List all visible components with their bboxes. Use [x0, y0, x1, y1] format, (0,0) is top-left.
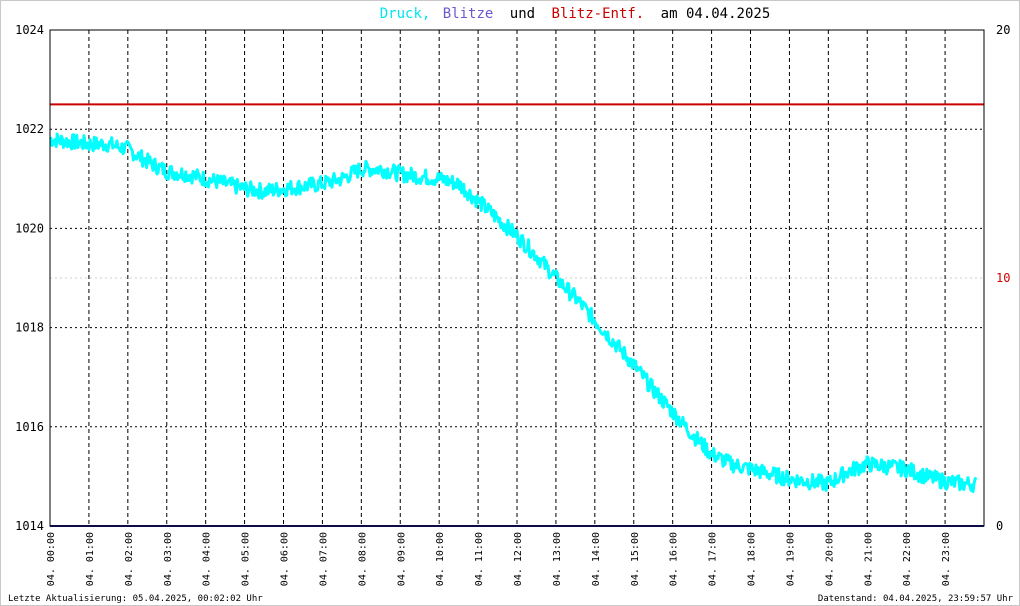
x-tick-label: 04. 12:00 — [513, 532, 524, 586]
y-left-tick-label: 1020 — [15, 221, 44, 235]
title-druck: Druck, — [380, 6, 431, 22]
x-axis: 04. 00:00 04. 01:00 04. 02:00 04. 03:00 04. … — [46, 532, 952, 586]
y-left-tick-label: 1022 — [15, 122, 44, 136]
chart-title: Druck, Blitze und Blitz-Entf. am 04.04.2… — [380, 6, 771, 22]
series-layer — [48, 103, 984, 527]
x-tick-label: 04. 15:00 — [630, 532, 641, 586]
title-blitz-entf: Blitz-Entf. — [552, 6, 645, 22]
x-tick-label: 04. 21:00 — [863, 532, 874, 586]
y-left-tick-label: 1016 — [15, 420, 44, 434]
title-date: am 04.04.2025 — [661, 6, 771, 22]
y-right-tick-label: 10 — [996, 271, 1010, 285]
y-right-tick-label: 0 — [996, 519, 1003, 533]
footer-last-update: Letzte Aktualisierung: 05.04.2025, 00:02… — [8, 594, 263, 604]
x-tick-label: 04. 17:00 — [708, 532, 719, 586]
x-tick-label: 04. 10:00 — [435, 532, 446, 586]
y-left-tick-label: 1024 — [15, 23, 44, 37]
x-tick-label: 04. 16:00 — [669, 532, 680, 586]
footer-data-status: Datenstand: 04.04.2025, 23:59:57 Uhr — [818, 594, 1014, 604]
x-tick-label: 04. 14:00 — [591, 532, 602, 586]
x-tick-label: 04. 11:00 — [474, 532, 485, 586]
x-tick-label: 04. 20:00 — [824, 532, 835, 586]
x-tick-label: 04. 06:00 — [280, 532, 291, 586]
series-druck — [48, 132, 978, 494]
x-tick-label: 04. 05:00 — [241, 532, 252, 586]
y-left-tick-label: 1018 — [15, 321, 44, 335]
y-axis-left: 1014 1016 1018 1020 1022 1024 — [15, 23, 44, 533]
x-tick-label: 04. 18:00 — [747, 532, 758, 586]
title-und: und — [510, 6, 535, 22]
x-tick-label: 04. 09:00 — [396, 532, 407, 586]
y-left-tick-label: 1014 — [15, 519, 44, 533]
x-tick-label: 04. 23:00 — [941, 532, 952, 586]
x-tick-label: 04. 02:00 — [124, 532, 135, 586]
x-tick-label: 04. 22:00 — [902, 532, 913, 586]
x-tick-label: 04. 13:00 — [552, 532, 563, 586]
plot-area-border — [49, 29, 985, 527]
x-tick-label: 04. 08:00 — [357, 532, 368, 586]
x-tick-label: 04. 07:00 — [318, 532, 329, 586]
x-tick-label: 04. 03:00 — [163, 532, 174, 586]
x-tick-label: 04. 00:00 — [46, 532, 57, 586]
y-axis-right: 0 10 20 — [996, 23, 1010, 533]
x-tick-label: 04. 19:00 — [785, 532, 796, 586]
title-blitze: Blitze — [443, 6, 494, 22]
y-right-tick-label: 20 — [996, 23, 1010, 37]
x-tick-label: 04. 01:00 — [85, 532, 96, 586]
x-tick-label: 04. 04:00 — [202, 532, 213, 586]
